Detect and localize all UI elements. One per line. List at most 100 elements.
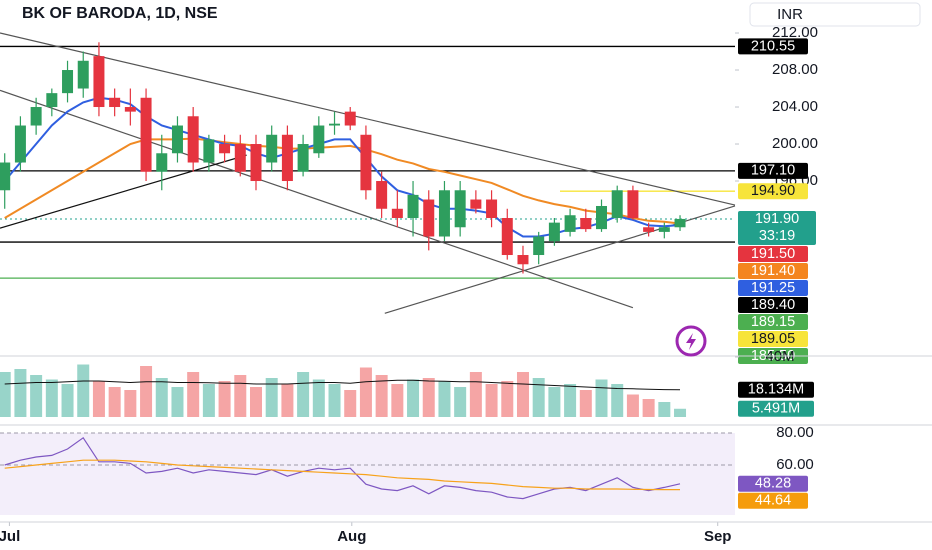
badge-label: 44.64 — [755, 493, 791, 509]
volume-bar — [501, 381, 514, 417]
y-tick-label: 208.00 — [772, 61, 818, 78]
candle-body — [423, 199, 435, 237]
candle-body — [486, 199, 498, 219]
x-tick-label: Jul — [0, 528, 20, 545]
badge-label: 18.134M — [748, 382, 804, 398]
currency-button[interactable] — [749, 2, 921, 27]
y-tick-label: 60.00 — [776, 456, 814, 473]
badge-label: 189.05 — [751, 331, 795, 347]
candle-body — [266, 134, 278, 163]
volume-bar — [532, 378, 545, 417]
price-badge — [738, 262, 808, 279]
volume-bar — [359, 367, 372, 417]
badge-label: 194.90 — [751, 183, 795, 199]
trend-line — [0, 89, 634, 309]
candle-body — [93, 56, 105, 108]
volume-bar — [30, 375, 43, 417]
volume-bar — [674, 408, 687, 417]
volume-bar — [108, 387, 121, 417]
indicator-band — [0, 433, 735, 515]
candle-body — [376, 181, 388, 209]
y-tick-label: 204.00 — [772, 98, 818, 115]
x-tick-label: Sep — [704, 528, 732, 545]
badge-label: 210.55 — [751, 38, 795, 54]
chart-title: BK OF BARODA, 1D, NSE — [22, 5, 218, 22]
candle-body — [250, 144, 262, 182]
candle-body — [627, 190, 639, 219]
price-badge — [738, 492, 808, 509]
candle-body — [297, 144, 309, 172]
currency-label[interactable]: INR — [777, 6, 803, 23]
volume-bar — [14, 369, 27, 417]
volume-bar — [265, 378, 278, 417]
price-badge — [738, 183, 808, 200]
volume-bar — [92, 381, 105, 417]
badge-label: 189.40 — [751, 297, 795, 313]
volume-bar — [422, 378, 435, 417]
candle-body — [580, 218, 592, 230]
candle-body — [533, 236, 545, 256]
price-badge — [738, 162, 808, 179]
candle-body — [329, 123, 341, 126]
price-badge — [738, 279, 808, 296]
candle-body — [30, 107, 42, 126]
volume-bar — [0, 372, 11, 417]
volume-bar — [218, 381, 231, 417]
trend-line — [0, 154, 247, 229]
candle-body — [14, 125, 26, 163]
volume-bar — [454, 387, 467, 417]
candle-body — [564, 215, 576, 232]
volume-bar — [642, 399, 655, 417]
volume-bar — [438, 381, 451, 417]
price-badge — [738, 475, 808, 492]
volume-bar — [391, 384, 404, 417]
volume-bar — [202, 384, 215, 417]
volume-bar — [155, 378, 168, 417]
candle-body — [140, 97, 152, 172]
price-badge — [738, 210, 816, 245]
candle-body — [281, 134, 293, 182]
candle-body — [658, 227, 670, 232]
volume-bar — [234, 375, 247, 417]
volume-bar — [516, 372, 529, 417]
volume-bar — [548, 387, 561, 417]
candle-body — [77, 60, 89, 89]
volume-bar — [595, 379, 608, 417]
volume-bar — [187, 372, 200, 417]
volume-bar — [579, 390, 592, 417]
volume-bar — [344, 390, 357, 417]
y-tick-label: 200.00 — [772, 135, 818, 152]
price-badge — [738, 330, 808, 347]
candle-body — [156, 153, 168, 172]
price-badge — [738, 400, 814, 417]
candle-body — [470, 199, 482, 209]
price-badge — [738, 313, 808, 330]
volume-bar — [297, 372, 310, 417]
candle-body — [643, 227, 655, 232]
candle-body — [517, 255, 529, 265]
volume-bar — [375, 375, 388, 417]
candle-body — [0, 162, 11, 191]
y-tick-label: 212.00 — [772, 24, 818, 41]
price-badge — [738, 245, 808, 262]
candle-body — [501, 218, 513, 256]
volume-bar — [611, 384, 624, 417]
candle-body — [219, 144, 231, 154]
volume-bar — [658, 402, 671, 417]
badge-label: 5.491M — [752, 401, 800, 417]
price-badge — [738, 296, 808, 313]
badge-label: 189.15 — [751, 314, 795, 330]
candle-body — [438, 190, 450, 237]
volume-bar — [124, 390, 137, 417]
candle-body — [62, 70, 74, 94]
icon-bolt[interactable] — [686, 333, 696, 350]
volume-bar — [281, 384, 294, 417]
volume-bar — [312, 379, 325, 417]
lightning-icon[interactable] — [675, 325, 707, 357]
price-badge — [738, 38, 808, 55]
candle-body — [109, 97, 121, 108]
badge-label: 191.25 — [751, 280, 795, 296]
volume-bar — [469, 372, 482, 417]
badge-label: 48.28 — [755, 476, 791, 492]
candle-body — [407, 194, 419, 219]
